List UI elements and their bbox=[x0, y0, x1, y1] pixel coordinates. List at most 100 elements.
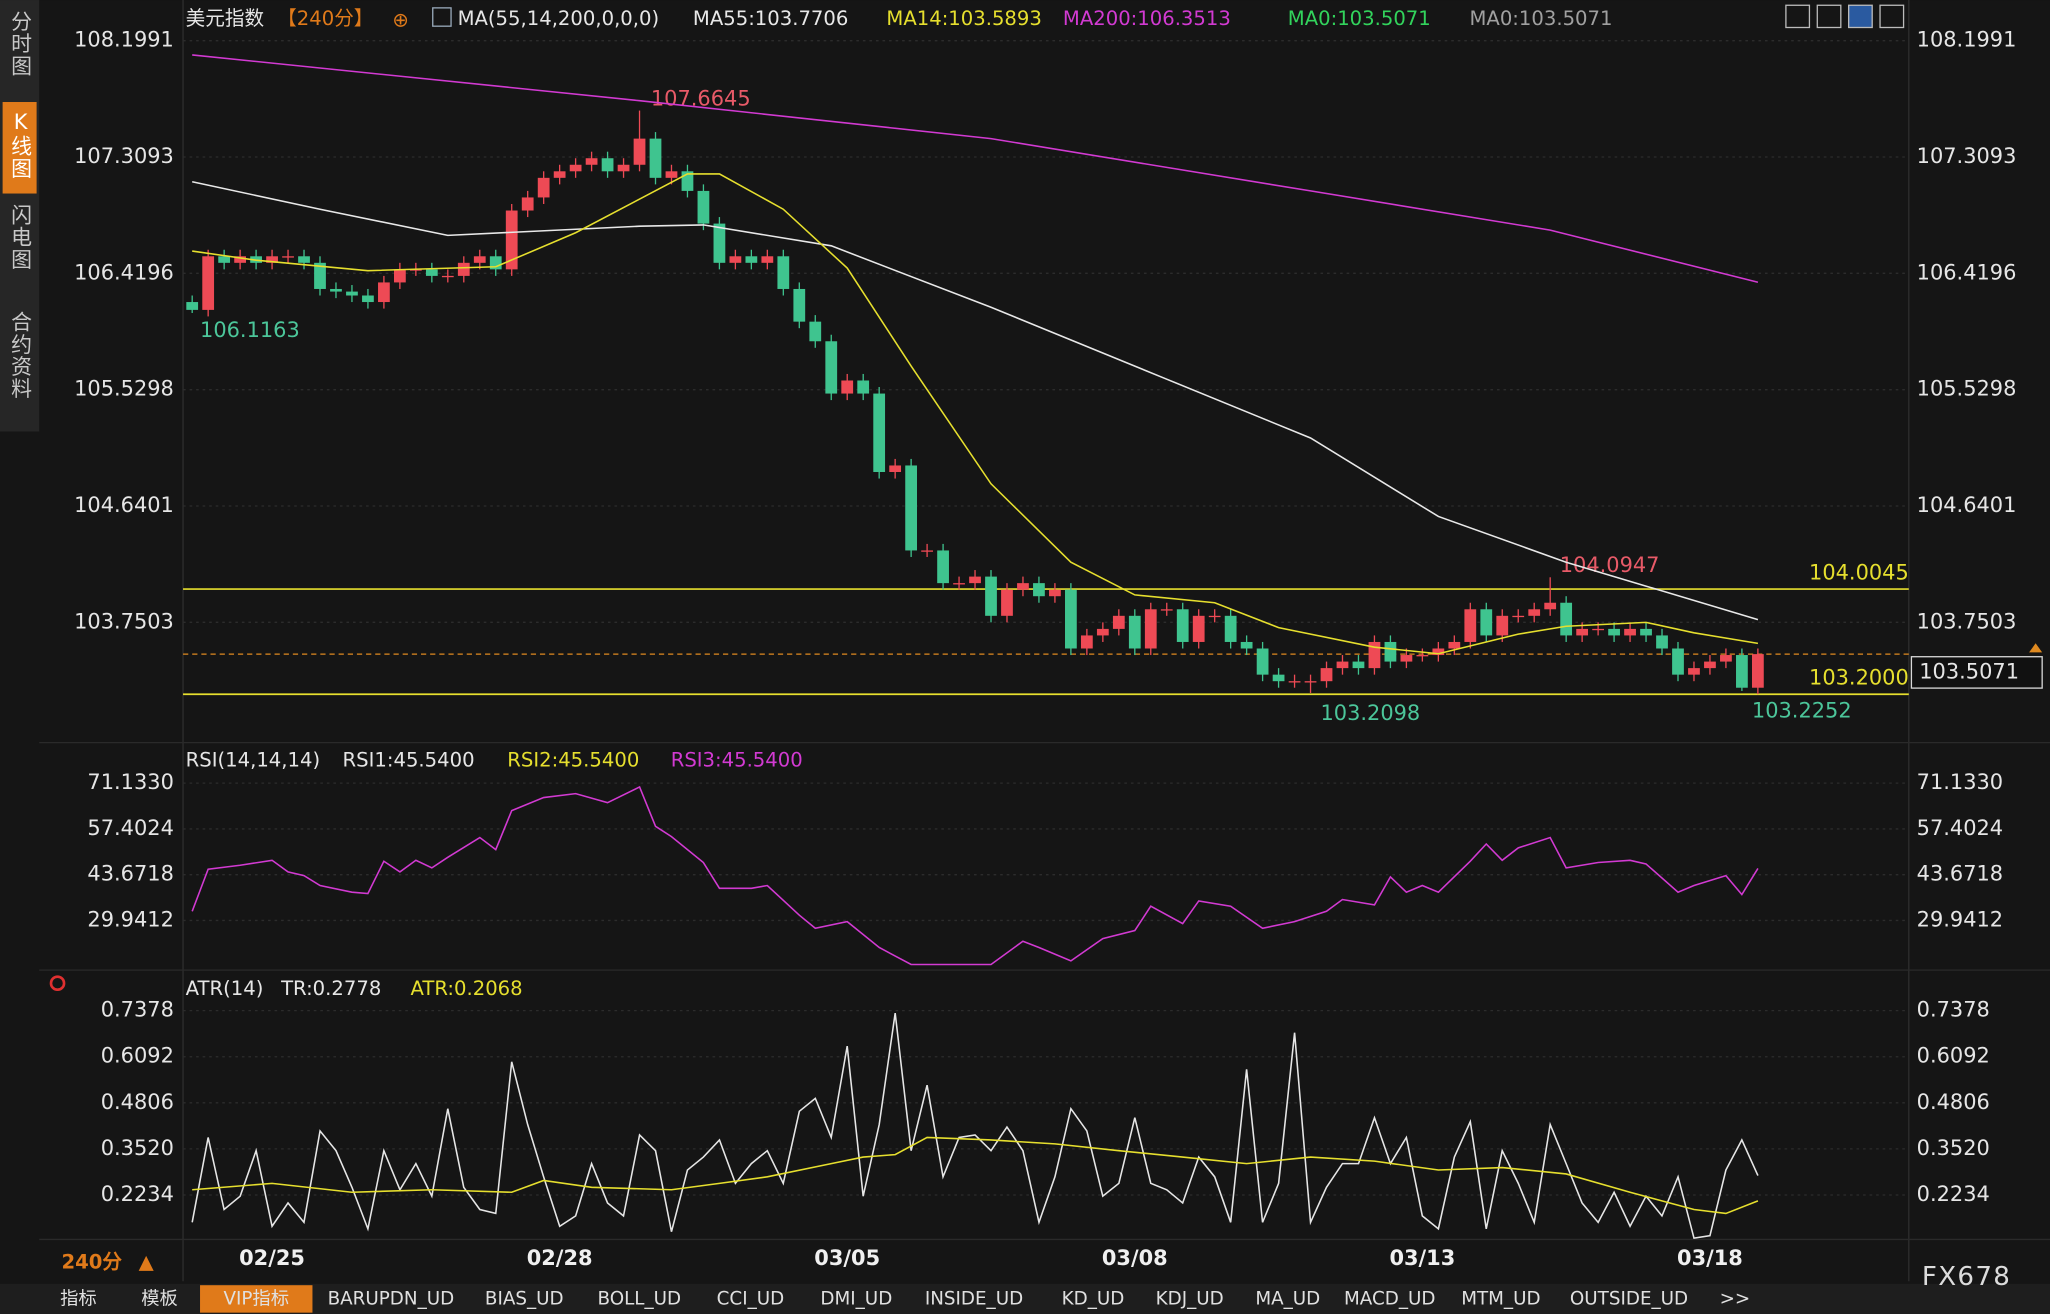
candle-body bbox=[202, 256, 215, 310]
watermark: FX678 bbox=[1922, 1262, 2011, 1292]
sidebar-item[interactable]: 合约资料 bbox=[9, 311, 33, 400]
tab[interactable]: OUTSIDE_UD bbox=[1570, 1289, 1688, 1310]
legend-entry: MA0:103.5071 bbox=[1470, 7, 1613, 30]
period-label: 【240分】 bbox=[277, 7, 373, 30]
candle-body bbox=[1576, 628, 1589, 636]
panel-title: RSI(14,14,14) bbox=[186, 748, 320, 771]
chart-icon[interactable] bbox=[432, 7, 452, 27]
sidebar-item[interactable]: 分时图 bbox=[9, 10, 33, 77]
level-label: 103.2000 bbox=[1809, 666, 1909, 690]
candle-body bbox=[1176, 609, 1189, 642]
tab[interactable]: MA_UD bbox=[1255, 1289, 1320, 1310]
candle-body bbox=[585, 158, 598, 165]
candle-body bbox=[1432, 648, 1445, 656]
tab[interactable]: MACD_UD bbox=[1344, 1289, 1435, 1310]
candle-body bbox=[330, 288, 342, 292]
candle-body bbox=[1480, 609, 1493, 636]
candle-body bbox=[697, 190, 710, 224]
y-tick-label: 108.1991 bbox=[74, 28, 174, 52]
candle-body bbox=[857, 380, 870, 394]
candle-body bbox=[314, 262, 326, 289]
tab-active bbox=[200, 1285, 313, 1313]
tab[interactable]: VIP指标 bbox=[223, 1289, 289, 1310]
y-tick-label: 29.9412 bbox=[87, 907, 173, 931]
candle-body bbox=[1065, 589, 1077, 649]
y-tick-label: 71.1330 bbox=[87, 770, 173, 794]
tab[interactable]: KD_UD bbox=[1062, 1289, 1125, 1310]
add-icon[interactable]: ⊕ bbox=[392, 8, 408, 31]
series-line bbox=[191, 1013, 1759, 1240]
candle-body bbox=[1656, 635, 1668, 649]
sidebar bbox=[0, 0, 40, 432]
y-tick-label: 0.2234 bbox=[1917, 1182, 1990, 1206]
extreme-label: 103.2252 bbox=[1752, 698, 1852, 722]
tool-icon[interactable] bbox=[1785, 4, 1811, 29]
y-tick-label: 105.5298 bbox=[1917, 377, 2017, 401]
candle-body bbox=[457, 262, 470, 276]
candle-body bbox=[841, 380, 854, 394]
candle-body bbox=[1304, 681, 1317, 683]
candle-body bbox=[1017, 583, 1029, 590]
candle-body bbox=[1144, 609, 1157, 649]
candle-body bbox=[1272, 674, 1285, 682]
period-arrow[interactable]: ▲ bbox=[139, 1250, 155, 1273]
tab[interactable]: 指标 bbox=[60, 1289, 97, 1310]
candle-body bbox=[1224, 615, 1237, 642]
legend-entry: RSI3:45.5400 bbox=[671, 748, 803, 771]
candle-body bbox=[1704, 661, 1716, 669]
tab[interactable]: BOLL_UD bbox=[597, 1289, 681, 1310]
panel-title: ATR(14) bbox=[186, 977, 264, 1000]
period-selector[interactable]: 240分 bbox=[61, 1250, 122, 1273]
candle-body bbox=[1033, 583, 1045, 597]
candle-body bbox=[1544, 602, 1557, 610]
candle-body bbox=[1352, 661, 1365, 669]
x-tick-label: 03/08 bbox=[1102, 1246, 1168, 1270]
candle-body bbox=[521, 197, 534, 211]
candle-body bbox=[761, 256, 774, 263]
candle-body bbox=[1496, 615, 1509, 636]
candle-body bbox=[1416, 655, 1429, 657]
last-price-box bbox=[1910, 656, 2043, 689]
candle-body bbox=[362, 295, 374, 303]
tool-icon[interactable] bbox=[1848, 4, 1873, 29]
tab[interactable]: >> bbox=[1720, 1289, 1751, 1310]
tab[interactable]: KDJ_UD bbox=[1156, 1289, 1224, 1310]
y-tick-label: 71.1330 bbox=[1917, 770, 2003, 794]
candle-body bbox=[1192, 615, 1205, 642]
extreme-label: 106.1163 bbox=[200, 318, 300, 342]
candle-body bbox=[489, 256, 502, 270]
tool-icon[interactable] bbox=[1879, 4, 1905, 29]
candle-body bbox=[649, 138, 662, 178]
candle-body bbox=[617, 164, 630, 172]
candle-body bbox=[1320, 668, 1333, 682]
candle-body bbox=[553, 171, 566, 178]
tab[interactable]: CCI_UD bbox=[717, 1289, 785, 1310]
price-arrow bbox=[2029, 643, 2043, 653]
candle-body bbox=[1240, 641, 1253, 649]
sidebar-item[interactable]: K线图 bbox=[9, 110, 33, 180]
y-tick-label: 0.7378 bbox=[1917, 998, 1990, 1022]
tab[interactable]: 模板 bbox=[141, 1289, 178, 1310]
sidebar-active bbox=[2, 102, 37, 194]
y-tick-label: 43.6718 bbox=[87, 862, 173, 886]
y-tick-label: 0.7378 bbox=[101, 998, 174, 1022]
tab[interactable]: MTM_UD bbox=[1461, 1289, 1540, 1310]
settings-icon[interactable] bbox=[49, 975, 66, 992]
tab[interactable]: BARUPDN_UD bbox=[328, 1289, 455, 1310]
candle-body bbox=[505, 210, 518, 270]
tab[interactable]: DMI_UD bbox=[820, 1289, 892, 1310]
tab[interactable]: INSIDE_UD bbox=[925, 1289, 1023, 1310]
legend-entry: RSI1:45.5400 bbox=[343, 748, 475, 771]
sidebar-item[interactable]: 闪电图 bbox=[9, 204, 33, 271]
y-tick-label: 103.7503 bbox=[1917, 609, 2017, 633]
tool-icon[interactable] bbox=[1816, 4, 1842, 29]
candle-body bbox=[282, 256, 294, 258]
candle-body bbox=[409, 269, 422, 271]
candle-body bbox=[1736, 655, 1748, 688]
x-tick-label: 03/18 bbox=[1677, 1246, 1743, 1270]
candle-body bbox=[681, 171, 694, 191]
candle-body bbox=[378, 282, 390, 303]
tab[interactable]: BIAS_UD bbox=[485, 1289, 564, 1310]
